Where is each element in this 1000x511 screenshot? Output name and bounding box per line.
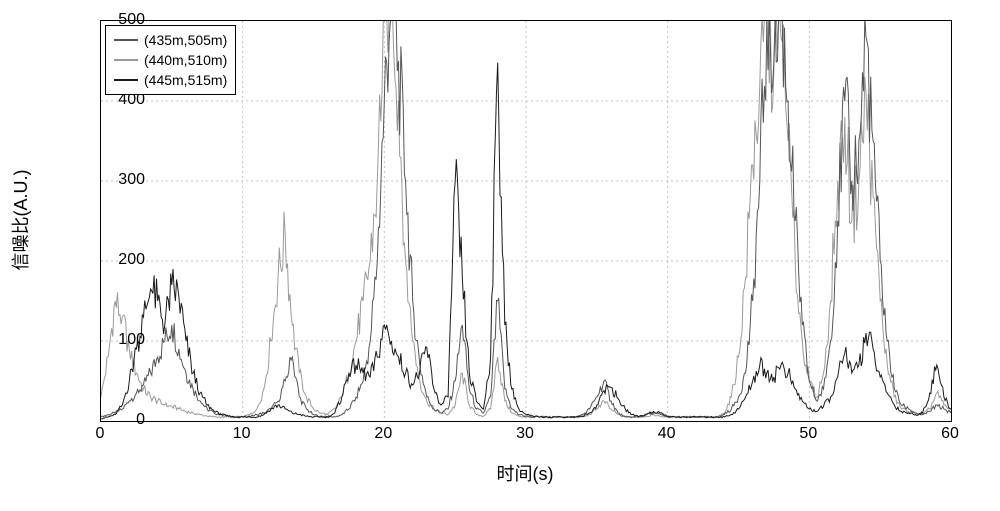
legend-label: (440m,510m) [144, 52, 227, 68]
x-tick-label: 20 [363, 425, 403, 443]
x-tick-label: 30 [505, 425, 545, 443]
x-tick-label: 50 [788, 425, 828, 443]
x-axis-label: 时间(s) [497, 460, 554, 486]
x-tick-label: 0 [80, 425, 120, 443]
legend-swatch [114, 79, 138, 81]
legend-label: (445m,515m) [144, 72, 227, 88]
y-tick-label: 300 [105, 171, 145, 189]
x-tick-label: 40 [647, 425, 687, 443]
y-axis-label: 信噪比(A.U.) [7, 170, 33, 271]
x-tick-label: 10 [222, 425, 262, 443]
legend-item: (435m,505m) [114, 30, 227, 50]
legend-label: (435m,505m) [144, 32, 227, 48]
legend-swatch [114, 39, 138, 41]
chart-figure: 0100200300400500 0102030405060 信噪比(A.U.)… [0, 0, 1000, 511]
legend-item: (445m,515m) [114, 70, 227, 90]
series-line [101, 63, 951, 419]
legend-item: (440m,510m) [114, 50, 227, 70]
y-tick-label: 100 [105, 331, 145, 349]
legend: (435m,505m) (440m,510m) (445m,515m) [105, 25, 236, 95]
x-tick-label: 60 [930, 425, 970, 443]
legend-swatch [114, 59, 138, 61]
y-tick-label: 200 [105, 251, 145, 269]
